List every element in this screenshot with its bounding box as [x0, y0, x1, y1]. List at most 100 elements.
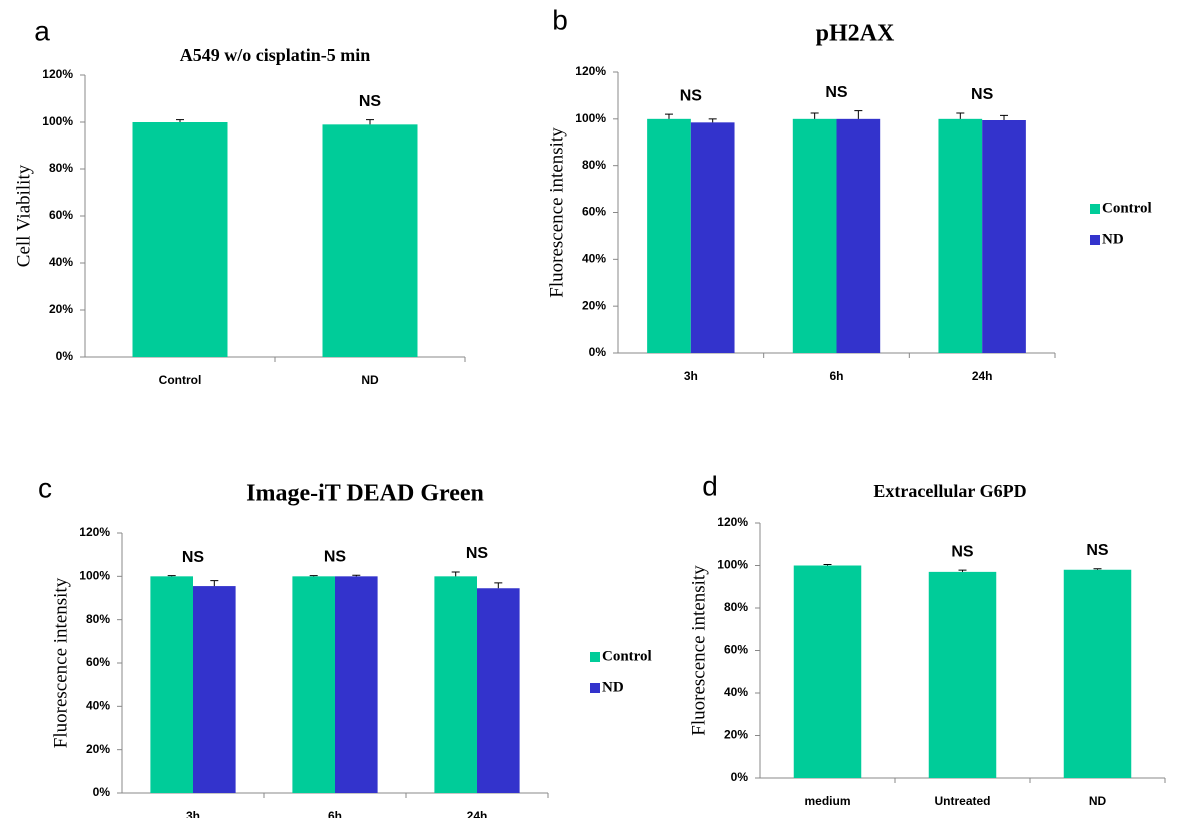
chart-title: Image-iT DEAD Green	[246, 481, 484, 507]
annotation: NS	[466, 545, 489, 562]
error-bar	[956, 112, 965, 119]
x-tick-label: medium	[804, 794, 850, 808]
legend-swatch	[1090, 235, 1100, 245]
legend-label: Control	[602, 648, 652, 664]
legend-swatch	[590, 652, 600, 662]
legend-label: Control	[1102, 200, 1152, 216]
y-tick-label: 20%	[582, 298, 606, 312]
error-bar	[210, 580, 219, 587]
y-tick-label: 120%	[79, 525, 110, 539]
y-tick-label: 100%	[42, 114, 73, 128]
bar	[150, 576, 193, 793]
error-bar	[451, 571, 460, 577]
bar	[434, 576, 477, 793]
bar	[477, 588, 520, 793]
y-tick-label: 20%	[86, 742, 110, 756]
y-tick-label: 40%	[724, 685, 748, 699]
x-tick-label: 3h	[684, 369, 698, 383]
y-tick-label: 40%	[49, 255, 73, 269]
panel-label: d	[702, 470, 718, 501]
annotation: NS	[825, 84, 848, 101]
y-axis-label: Fluorescence intensity	[688, 565, 709, 736]
y-axis-label: Fluorescence intensity	[50, 577, 71, 748]
x-tick-label: 24h	[972, 369, 993, 383]
x-tick-label: 6h	[829, 369, 843, 383]
error-bar	[823, 563, 832, 566]
bar	[793, 565, 862, 778]
bar	[647, 118, 691, 353]
y-tick-label: 80%	[724, 600, 748, 614]
y-tick-label: 120%	[717, 515, 748, 529]
annotation: NS	[359, 93, 382, 110]
error-bar	[1000, 114, 1009, 121]
error-bar	[167, 575, 176, 577]
y-tick-label: 80%	[49, 161, 73, 175]
annotation: NS	[1086, 542, 1109, 559]
error-bar	[810, 112, 819, 119]
error-bar	[366, 119, 374, 125]
bar	[132, 122, 228, 357]
error-bar	[708, 118, 717, 123]
bar	[292, 576, 335, 793]
y-tick-label: 100%	[717, 558, 748, 572]
x-tick-label: Untreated	[934, 794, 990, 808]
chart-title: A549 w/o cisplatin-5 min	[180, 45, 371, 65]
annotation: NS	[182, 549, 205, 566]
y-tick-label: 60%	[86, 655, 110, 669]
y-tick-label: 120%	[42, 67, 73, 81]
annotation: NS	[680, 87, 703, 104]
y-tick-label: 60%	[582, 205, 606, 219]
bar	[690, 122, 735, 354]
x-tick-label: 3h	[186, 809, 200, 818]
y-tick-label: 120%	[575, 64, 606, 78]
bar	[938, 118, 983, 353]
x-tick-label: 24h	[467, 809, 488, 818]
y-tick-label: 0%	[56, 349, 74, 363]
legend-label: ND	[1102, 231, 1124, 247]
legend-swatch	[590, 683, 600, 693]
error-bar	[176, 119, 184, 122]
error-bar	[494, 582, 503, 589]
y-tick-label: 20%	[49, 302, 73, 316]
y-tick-label: 20%	[724, 728, 748, 742]
y-tick-label: 100%	[79, 569, 110, 583]
error-bar	[352, 574, 361, 577]
bar	[792, 118, 837, 353]
y-tick-label: 80%	[582, 158, 606, 172]
panel-label: a	[34, 15, 50, 46]
error-bar	[1093, 568, 1102, 570]
panel-label: b	[552, 4, 568, 35]
y-tick-label: 40%	[86, 699, 110, 713]
y-axis-label: Fluorescence intensity	[546, 127, 567, 298]
panel-label: c	[38, 472, 52, 503]
annotation: NS	[971, 86, 994, 103]
y-tick-label: 40%	[582, 252, 606, 266]
error-bar	[309, 575, 318, 577]
x-tick-label: ND	[361, 373, 379, 387]
bar	[928, 571, 997, 778]
error-bar	[854, 110, 863, 119]
bar	[836, 118, 881, 353]
y-tick-label: 60%	[724, 643, 748, 657]
legend-label: ND	[602, 679, 624, 695]
y-tick-label: 80%	[86, 612, 110, 626]
annotation: NS	[951, 543, 974, 560]
bar	[335, 576, 378, 793]
x-tick-label: ND	[1089, 794, 1107, 808]
y-tick-label: 60%	[49, 208, 73, 222]
annotation: NS	[324, 548, 347, 565]
legend-swatch	[1090, 204, 1100, 214]
bar	[982, 120, 1026, 353]
chart-title: Extracellular G6PD	[873, 481, 1026, 501]
error-bar	[664, 113, 673, 119]
x-tick-label: 6h	[328, 809, 342, 818]
chart-title: pH2AX	[816, 21, 895, 47]
y-tick-label: 0%	[93, 785, 111, 799]
bar	[1063, 569, 1132, 778]
y-axis-label: Cell Viability	[13, 164, 34, 267]
y-tick-label: 0%	[731, 770, 749, 784]
bar	[322, 124, 418, 357]
bar	[193, 586, 236, 793]
x-tick-label: Control	[159, 373, 202, 387]
